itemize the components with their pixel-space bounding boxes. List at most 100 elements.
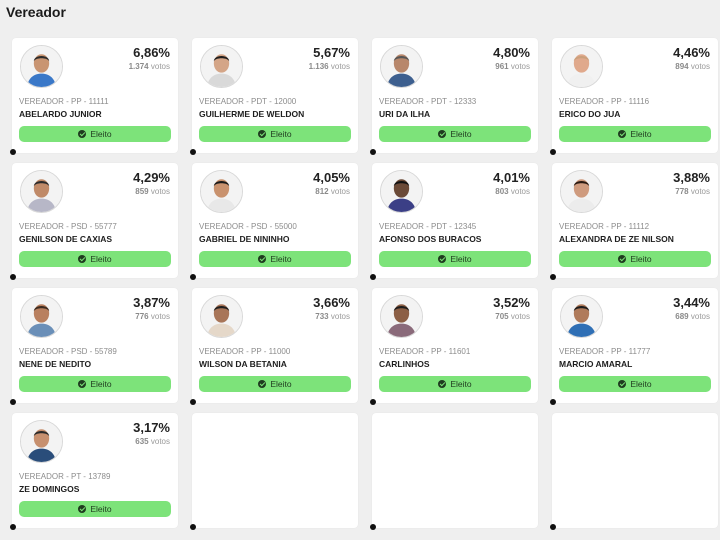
candidate-card[interactable]: 3,87% 776 votos VEREADOR - PSD - 55789 N… <box>10 288 178 405</box>
elected-badge: Eleito <box>379 126 531 142</box>
elected-label: Eleito <box>90 129 112 139</box>
candidate-card[interactable]: 4,05% 812 votos VEREADOR - PSD - 55000 G… <box>190 163 358 280</box>
candidate-photo <box>200 295 243 338</box>
candidate-name: URI DA ILHA <box>379 109 431 119</box>
corner-dot <box>550 274 556 280</box>
elected-badge: Eleito <box>19 376 171 392</box>
person-avatar-icon <box>561 296 602 337</box>
check-circle-icon <box>618 380 627 388</box>
candidate-photo <box>560 170 603 213</box>
corner-dot <box>550 524 556 530</box>
candidate-party-number: VEREADOR - PDT - 12345 <box>379 222 477 231</box>
candidate-name: ERICO DO JUA <box>559 109 621 119</box>
check-circle-icon <box>258 380 267 388</box>
corner-dot <box>370 274 376 280</box>
elected-badge: Eleito <box>559 126 711 142</box>
vote-count: 859 votos <box>135 187 170 196</box>
corner-dot <box>370 399 376 405</box>
candidate-card[interactable]: 3,66% 733 votos VEREADOR - PP - 11000 WI… <box>190 288 358 405</box>
candidate-name: WILSON DA BETANIA <box>199 359 287 369</box>
vote-count: 635 votos <box>135 437 170 446</box>
page-title: Vereador <box>6 4 66 20</box>
elected-label: Eleito <box>450 254 472 264</box>
elected-label: Eleito <box>630 379 652 389</box>
elected-label: Eleito <box>90 254 112 264</box>
person-avatar-icon <box>381 296 422 337</box>
vote-count: 961 votos <box>495 62 530 71</box>
check-circle-icon <box>78 130 87 138</box>
candidate-party-number: VEREADOR - PSD - 55000 <box>199 222 297 231</box>
vote-percentage: 3,88% <box>673 170 710 185</box>
elected-badge: Eleito <box>199 251 351 267</box>
candidate-name: ABELARDO JUNIOR <box>19 109 102 119</box>
person-avatar-icon <box>21 421 62 462</box>
candidate-name: ZE DOMINGOS <box>19 484 80 494</box>
candidate-name: MARCIO AMARAL <box>559 359 633 369</box>
candidate-name: AFONSO DOS BURACOS <box>379 234 482 244</box>
candidate-card[interactable]: 4,01% 803 votos VEREADOR - PDT - 12345 A… <box>370 163 538 280</box>
candidate-party-number: VEREADOR - PP - 11112 <box>559 222 650 231</box>
check-circle-icon <box>438 255 447 263</box>
elected-label: Eleito <box>270 129 292 139</box>
corner-dot <box>550 149 556 155</box>
elected-badge: Eleito <box>199 126 351 142</box>
elected-badge: Eleito <box>199 376 351 392</box>
candidate-party-number: VEREADOR - PP - 11116 <box>559 97 650 106</box>
person-avatar-icon <box>21 46 62 87</box>
empty-card <box>550 413 718 530</box>
person-avatar-icon <box>21 171 62 212</box>
corner-dot <box>190 524 196 530</box>
corner-dot <box>10 274 16 280</box>
candidate-name: CARLINHOS <box>379 359 430 369</box>
candidate-card[interactable]: 4,46% 894 votos VEREADOR - PP - 11116 ER… <box>550 38 718 155</box>
candidate-card[interactable]: 3,88% 778 votos VEREADOR - PP - 11112 AL… <box>550 163 718 280</box>
vote-count: 778 votos <box>675 187 710 196</box>
elected-label: Eleito <box>90 379 112 389</box>
person-avatar-icon <box>561 171 602 212</box>
elected-label: Eleito <box>630 129 652 139</box>
candidate-party-number: VEREADOR - PSD - 55789 <box>19 347 117 356</box>
candidate-photo <box>380 45 423 88</box>
vote-count: 812 votos <box>315 187 350 196</box>
candidate-card[interactable]: 6,86% 1.374 votos VEREADOR - PP - 11111 … <box>10 38 178 155</box>
vote-percentage: 4,01% <box>493 170 530 185</box>
vote-percentage: 5,67% <box>313 45 350 60</box>
candidate-card[interactable]: 5,67% 1.136 votos VEREADOR - PDT - 12000… <box>190 38 358 155</box>
corner-dot <box>10 399 16 405</box>
vote-percentage: 4,46% <box>673 45 710 60</box>
candidate-party-number: VEREADOR - PP - 11000 <box>199 347 291 356</box>
elected-label: Eleito <box>450 379 472 389</box>
person-avatar-icon <box>561 46 602 87</box>
empty-card <box>190 413 358 530</box>
elected-badge: Eleito <box>379 376 531 392</box>
candidate-card[interactable]: 3,44% 689 votos VEREADOR - PP - 11777 MA… <box>550 288 718 405</box>
vote-count: 689 votos <box>675 312 710 321</box>
candidate-party-number: VEREADOR - PP - 11111 <box>19 97 109 106</box>
vote-count: 705 votos <box>495 312 530 321</box>
corner-dot <box>550 399 556 405</box>
candidate-card[interactable]: 4,29% 859 votos VEREADOR - PSD - 55777 G… <box>10 163 178 280</box>
candidate-photo <box>560 295 603 338</box>
candidate-party-number: VEREADOR - PP - 11777 <box>559 347 651 356</box>
elected-label: Eleito <box>270 254 292 264</box>
vote-count: 1.136 votos <box>308 62 350 71</box>
elected-label: Eleito <box>630 254 652 264</box>
corner-dot <box>190 149 196 155</box>
candidate-name: GUILHERME DE WELDON <box>199 109 305 119</box>
candidate-card[interactable]: 3,52% 705 votos VEREADOR - PP - 11601 CA… <box>370 288 538 405</box>
candidate-photo <box>380 170 423 213</box>
person-avatar-icon <box>381 46 422 87</box>
corner-dot <box>10 149 16 155</box>
check-circle-icon <box>618 130 627 138</box>
candidate-name: GABRIEL DE NININHO <box>199 234 290 244</box>
candidate-card[interactable]: 4,80% 961 votos VEREADOR - PDT - 12333 U… <box>370 38 538 155</box>
corner-dot <box>190 399 196 405</box>
corner-dot <box>370 149 376 155</box>
elected-label: Eleito <box>270 379 292 389</box>
vote-percentage: 3,66% <box>313 295 350 310</box>
vote-count: 894 votos <box>675 62 710 71</box>
candidate-photo <box>200 45 243 88</box>
elected-badge: Eleito <box>379 251 531 267</box>
corner-dot <box>370 524 376 530</box>
candidate-card[interactable]: 3,17% 635 votos VEREADOR - PT - 13789 ZE… <box>10 413 178 530</box>
